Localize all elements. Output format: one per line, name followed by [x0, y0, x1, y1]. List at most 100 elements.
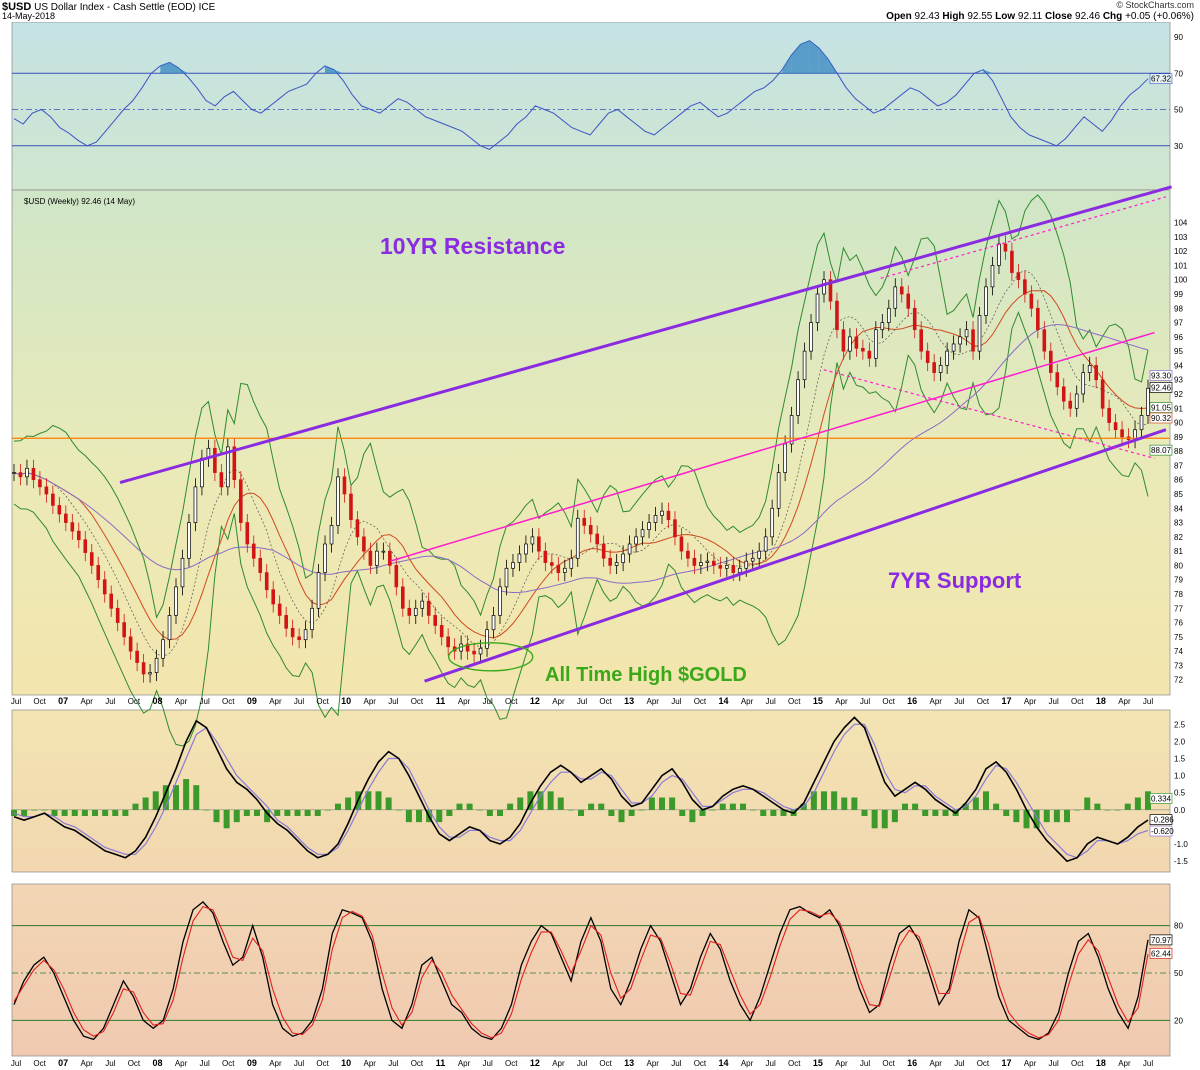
candle-body	[102, 579, 107, 595]
x-axis-label: Jul	[105, 697, 115, 706]
price-candle	[1042, 321, 1047, 360]
price-candle	[1068, 392, 1073, 417]
price-tick-label: 103	[1174, 233, 1188, 242]
x-axis-label: Jul	[294, 1059, 304, 1068]
x-axis-label: Apr	[269, 697, 282, 706]
macd-value-label-hist-text: 0.334	[1151, 794, 1172, 803]
candle-body	[705, 560, 710, 563]
candle-body	[70, 522, 75, 532]
candle-body	[1016, 272, 1021, 281]
macd-histogram-bar	[183, 779, 190, 810]
x-axis-label: 09	[247, 696, 257, 706]
macd-histogram-bar	[821, 791, 827, 810]
macd-panel	[11, 709, 1171, 873]
price-candle	[1016, 264, 1021, 289]
rsi-overbought-fill	[782, 55, 792, 74]
candle-body	[394, 565, 399, 588]
x-axis-label: Apr	[552, 1059, 565, 1068]
macd-histogram-bar	[598, 803, 605, 810]
macd-histogram-bar	[264, 809, 271, 823]
price-candle	[465, 635, 470, 660]
candle-body	[614, 562, 619, 566]
candle-body	[413, 607, 418, 616]
macd-histogram-bar	[1084, 797, 1091, 810]
candle-body	[938, 365, 943, 373]
macd-histogram-bar	[1074, 809, 1081, 811]
x-axis-label: 14	[718, 696, 728, 706]
price-tick-label: 89	[1174, 433, 1183, 442]
price-candle	[368, 542, 373, 574]
macd-histogram-bar	[284, 809, 291, 816]
price-candle	[485, 621, 489, 657]
price-candle	[796, 371, 800, 424]
price-candle	[148, 664, 152, 683]
macd-signal-line	[13, 723, 1149, 859]
price-candle	[789, 406, 794, 453]
price-candle	[504, 559, 509, 596]
candle-body	[725, 565, 729, 569]
macd-histogram-bar	[932, 809, 939, 816]
price-candle	[828, 271, 833, 310]
macd-histogram-bar	[41, 809, 48, 811]
stochastic-panel	[11, 883, 1171, 1057]
x-axis-label: Apr	[81, 697, 94, 706]
price-candle	[491, 606, 496, 639]
rsi-line	[13, 40, 1149, 150]
macd-histogram-bar	[780, 809, 787, 816]
candle-body	[809, 322, 813, 352]
price-candle	[938, 356, 943, 382]
price-candle	[271, 581, 275, 613]
x-axis-label: 14	[718, 1058, 728, 1068]
candle-body	[737, 567, 742, 573]
chg-value: +0.05 (+0.06%)	[1125, 11, 1194, 22]
price-legend: $USD (Weekly) 92.46 (14 May)	[24, 197, 135, 206]
price-candle	[737, 559, 742, 582]
x-axis-label: Oct	[128, 697, 141, 706]
x-axis-label: Apr	[458, 697, 471, 706]
support-annotation: 7YR Support	[888, 568, 1022, 593]
candle-body	[932, 362, 936, 373]
x-axis-label: Oct	[411, 1059, 424, 1068]
macd-histogram-bar	[1145, 791, 1151, 810]
candle-body	[18, 472, 23, 478]
candle-body	[12, 472, 16, 474]
candle-body	[718, 565, 723, 569]
candle-body	[200, 457, 204, 488]
macd-histogram-bar	[486, 809, 493, 816]
x-axis-label: Oct	[316, 697, 329, 706]
rsi-overbought-fill	[160, 62, 170, 74]
x-axis-label: 17	[1001, 1058, 1011, 1068]
x-axis-label: Apr	[1024, 1059, 1037, 1068]
price-candle	[511, 554, 515, 577]
price-value-label-lower-text: 88.07	[1151, 446, 1172, 455]
x-axis-label: Oct	[505, 1059, 518, 1068]
price-candle	[57, 496, 62, 523]
macd-histogram-bar	[436, 809, 443, 823]
candle-body	[867, 350, 872, 359]
candle-body	[686, 550, 690, 559]
x-axis-label: Apr	[835, 697, 848, 706]
macd-histogram-bar	[841, 797, 848, 810]
candle-body	[154, 657, 159, 673]
price-candle	[556, 556, 561, 582]
price-tick-label: 93	[1174, 376, 1183, 385]
price-candle	[498, 578, 502, 624]
candle-body	[524, 543, 528, 555]
credit: © StockCharts.com	[1116, 0, 1194, 10]
x-axis-label: 11	[436, 1058, 446, 1068]
price-candle	[614, 554, 619, 574]
price-candle	[984, 278, 988, 324]
candle-body	[802, 350, 807, 381]
x-axis-label: Jul	[1049, 1059, 1059, 1068]
price-tick-label: 80	[1174, 561, 1183, 570]
price-candle	[44, 478, 49, 503]
macd-histogram-bar	[993, 803, 1000, 810]
price-candle	[115, 599, 120, 632]
candle-body	[977, 315, 982, 352]
x-axis-label: 15	[813, 1058, 823, 1068]
price-tick-label: 100	[1174, 276, 1188, 285]
price-candle	[932, 354, 936, 382]
price-candle	[1100, 371, 1105, 417]
moving-average-50	[13, 290, 1149, 641]
macd-value-label-signal: -0.620	[1149, 825, 1174, 837]
